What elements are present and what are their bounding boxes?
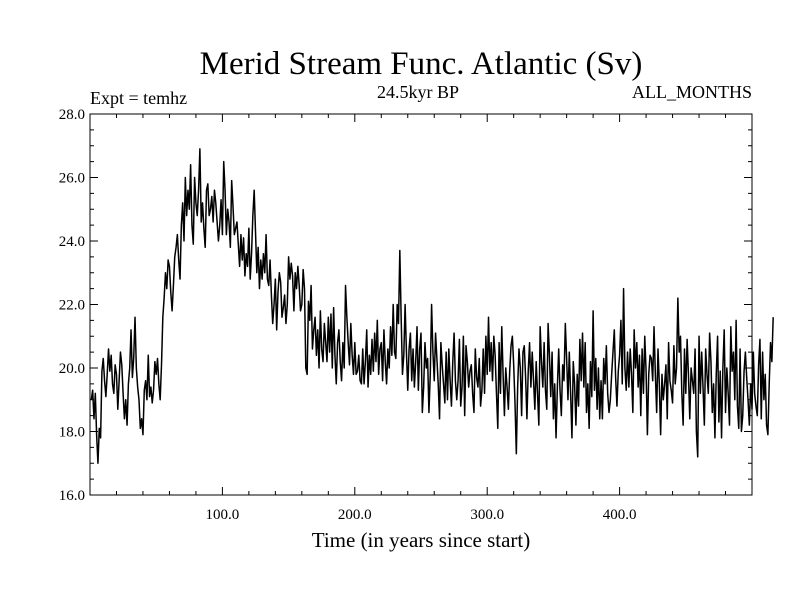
x-tick-label: 300.0: [470, 507, 504, 523]
series-group: [90, 148, 774, 464]
y-tick-label: 24.0: [59, 234, 85, 250]
x-axis-label: Time (in years since start): [312, 528, 531, 552]
period-label: 24.5kyr BP: [377, 82, 459, 102]
y-tick-label: 18.0: [59, 425, 85, 441]
experiment-label: Expt = temhz: [90, 88, 187, 108]
series-line: [90, 148, 774, 464]
y-tick-label: 16.0: [59, 488, 85, 504]
y-tick-label: 26.0: [59, 171, 85, 187]
months-label: ALL_MONTHS: [632, 82, 752, 102]
y-tick-label: 20.0: [59, 361, 85, 377]
chart-title: Merid Stream Func. Atlantic (Sv): [200, 46, 643, 82]
y-tick-label: 22.0: [59, 298, 85, 314]
y-tick-label: 28.0: [59, 107, 85, 123]
x-tick-label: 200.0: [338, 507, 372, 523]
x-tick-label: 100.0: [206, 507, 240, 523]
plot-frame: [89, 113, 753, 496]
x-tick-label: 400.0: [603, 507, 637, 523]
